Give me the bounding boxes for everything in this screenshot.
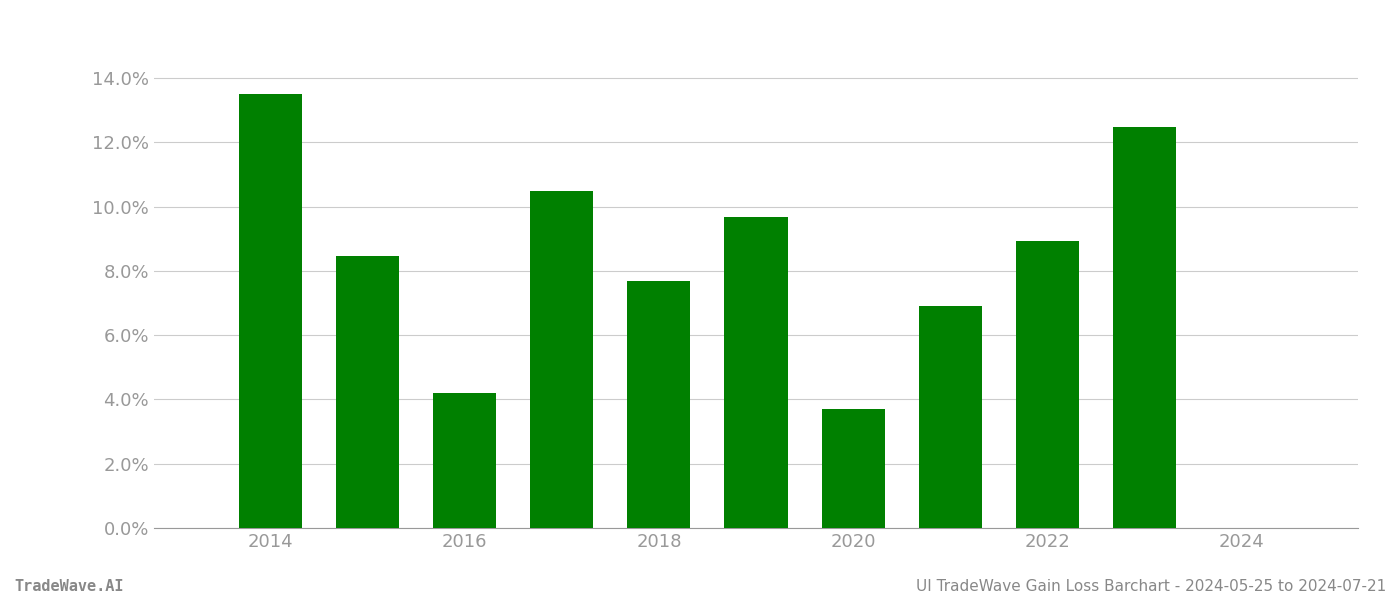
Bar — [531, 191, 594, 528]
Bar — [1016, 241, 1079, 528]
Bar — [822, 409, 885, 528]
Bar — [239, 94, 302, 528]
Bar — [433, 393, 496, 528]
Bar — [918, 307, 981, 528]
Bar — [336, 256, 399, 528]
Text: UI TradeWave Gain Loss Barchart - 2024-05-25 to 2024-07-21: UI TradeWave Gain Loss Barchart - 2024-0… — [916, 579, 1386, 594]
Text: TradeWave.AI: TradeWave.AI — [14, 579, 123, 594]
Bar — [1113, 127, 1176, 528]
Bar — [627, 281, 690, 528]
Bar — [724, 217, 788, 528]
